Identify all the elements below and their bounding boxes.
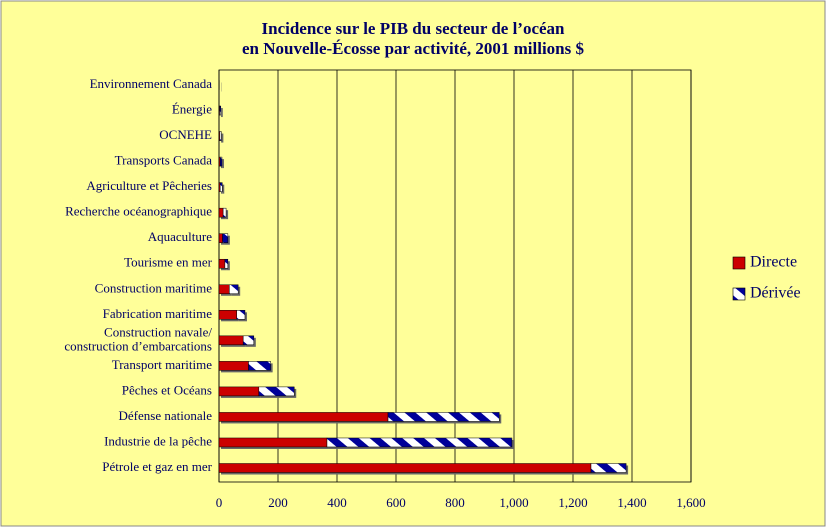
bar xyxy=(237,310,245,319)
x-tick-label: 1,000 xyxy=(499,495,528,510)
bar xyxy=(219,361,249,370)
bar xyxy=(219,438,327,447)
y-tick-label: Pétrole et gaz en mer xyxy=(102,459,212,474)
x-tick-label: 1,200 xyxy=(558,495,587,510)
y-tick-label: Transports Canada xyxy=(115,153,213,168)
y-tick-label: Pêches et Océans xyxy=(122,382,212,397)
y-tick-label: Fabrication maritime xyxy=(103,306,213,321)
x-tick-label: 0 xyxy=(216,495,223,510)
y-tick-label: Recherche océanographique xyxy=(65,204,212,219)
bar xyxy=(220,106,221,115)
bar-shadow xyxy=(222,134,223,143)
bar xyxy=(219,387,259,396)
bar xyxy=(243,336,254,345)
legend-label: Dérivée xyxy=(750,285,801,302)
bar xyxy=(219,310,237,319)
bar xyxy=(219,234,223,243)
x-tick-label: 1,400 xyxy=(617,495,646,510)
y-tick-label: Transport maritime xyxy=(112,357,212,372)
y-tick-label: OCNEHE xyxy=(159,127,212,142)
bar-shadow xyxy=(222,108,223,117)
bar xyxy=(219,464,591,473)
y-tick-label: Énergie xyxy=(172,102,212,117)
bar xyxy=(219,259,225,268)
x-tick-label: 1,600 xyxy=(676,495,705,510)
bar xyxy=(388,412,499,421)
y-tick-label: Construction maritime xyxy=(95,280,213,295)
bar xyxy=(229,285,238,294)
bar xyxy=(223,208,226,217)
bar xyxy=(219,412,388,421)
y-tick-label: Tourisme en mer xyxy=(124,255,213,270)
bar-shadow xyxy=(222,159,224,168)
bar xyxy=(219,208,223,217)
legend-label: Directe xyxy=(750,254,797,271)
legend-swatch xyxy=(733,288,745,300)
y-tick-label: Aquaculture xyxy=(148,229,212,244)
bar xyxy=(225,259,228,268)
x-tick-label: 400 xyxy=(327,495,347,510)
legend-swatch xyxy=(733,257,745,269)
y-tick-label: Défense nationale xyxy=(119,408,213,423)
bar xyxy=(220,132,221,141)
bar xyxy=(219,336,243,345)
bar xyxy=(327,438,512,447)
bar xyxy=(591,464,626,473)
bar xyxy=(259,387,294,396)
x-tick-label: 800 xyxy=(445,495,465,510)
x-tick-label: 600 xyxy=(386,495,406,510)
y-tick-label: Environnement Canada xyxy=(90,76,213,91)
bar xyxy=(223,234,228,243)
bar xyxy=(220,157,222,166)
bar xyxy=(249,361,271,370)
bar xyxy=(220,183,222,192)
chart-title: Incidence sur le PIB du secteur de l’océ… xyxy=(242,19,585,58)
bar xyxy=(219,285,229,294)
y-tick-label: Agriculture et Pêcheries xyxy=(86,178,212,193)
bar-shadow xyxy=(221,108,222,117)
x-tick-label: 200 xyxy=(268,495,288,510)
chart-title: Incidence sur le PIB du secteur de l’océ… xyxy=(242,19,585,58)
y-tick-label: Industrie de la pêche xyxy=(104,433,212,448)
